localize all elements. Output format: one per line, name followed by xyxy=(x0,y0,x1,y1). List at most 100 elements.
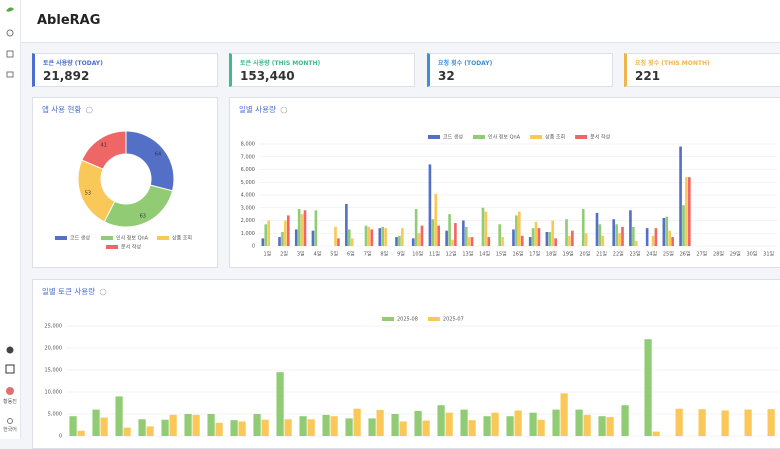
pie-slice xyxy=(125,130,175,192)
bar xyxy=(261,419,269,436)
bar xyxy=(445,412,453,436)
bar xyxy=(685,177,688,246)
bar xyxy=(537,228,541,246)
x-tick-label: 9일 xyxy=(397,251,405,258)
bar xyxy=(207,414,215,436)
legend-swatch xyxy=(473,135,485,139)
x-tick-label: 26일 xyxy=(680,251,691,258)
bar xyxy=(434,193,438,246)
bar xyxy=(297,209,301,246)
bar xyxy=(467,237,471,246)
legend-swatch xyxy=(55,236,67,240)
bar xyxy=(276,372,284,436)
x-tick-label: 1일 xyxy=(263,251,271,258)
bar xyxy=(531,228,535,246)
legend-swatch xyxy=(427,317,440,321)
x-tick-label: 27일 xyxy=(696,251,707,258)
y-tick-label: 10,000 xyxy=(45,390,63,396)
bar xyxy=(414,410,422,436)
bar xyxy=(675,408,683,436)
bar xyxy=(367,226,371,246)
y-tick-label: 0 xyxy=(252,244,255,250)
bar xyxy=(537,419,545,436)
bar xyxy=(294,229,298,246)
panel-title: 앱 사용 현황 xyxy=(42,104,81,114)
x-tick-label: 4일 xyxy=(314,251,322,258)
bar xyxy=(554,238,557,246)
help-icon xyxy=(99,288,107,296)
pie-slice xyxy=(81,130,127,170)
stat-label: 토큰 사용량 (THIS MONTH) xyxy=(240,60,321,67)
bar xyxy=(437,405,445,436)
bar xyxy=(437,225,441,246)
user-name[interactable]: 황동진 xyxy=(3,399,17,405)
bar xyxy=(571,230,574,246)
bar xyxy=(299,416,307,436)
x-tick-label: 12일 xyxy=(446,251,457,258)
bar xyxy=(491,412,499,436)
x-tick-label: 7일 xyxy=(364,251,372,258)
bar xyxy=(529,412,537,436)
legend-swatch xyxy=(382,317,394,321)
legend-label: 상품 조회 xyxy=(172,235,192,242)
bar xyxy=(506,416,514,436)
legend-label: 상품 조회 xyxy=(545,134,565,141)
x-tick-label: 29일 xyxy=(730,251,741,258)
y-tick-label: 1,000 xyxy=(241,231,255,237)
stat-label: 요청 횟수 (THIS MONTH) xyxy=(635,60,710,67)
bar xyxy=(417,233,421,246)
bar xyxy=(370,229,374,246)
bar xyxy=(654,228,658,246)
bar xyxy=(364,225,368,246)
bar xyxy=(634,240,638,246)
bar xyxy=(688,177,691,246)
bar xyxy=(560,393,568,436)
legend-swatch xyxy=(106,245,118,249)
bar xyxy=(595,212,599,246)
bar xyxy=(552,409,560,436)
bar xyxy=(307,419,315,436)
bar xyxy=(481,207,485,246)
bar xyxy=(123,427,131,436)
x-tick-label: 3일 xyxy=(297,251,305,258)
bar xyxy=(612,219,616,246)
x-tick-label: 20일 xyxy=(579,251,590,258)
bar xyxy=(278,237,281,246)
bar xyxy=(484,211,488,246)
bar xyxy=(606,417,614,436)
bar xyxy=(601,235,605,246)
data-label: 53 xyxy=(85,190,91,196)
y-tick-label: 8,000 xyxy=(241,142,255,148)
bar xyxy=(422,420,430,436)
bar xyxy=(671,237,674,246)
bar xyxy=(468,420,476,436)
x-tick-label: 15일 xyxy=(496,251,507,258)
bar xyxy=(215,422,223,436)
language[interactable]: 한국어 xyxy=(3,427,17,433)
y-tick-label: 6,000 xyxy=(241,167,255,173)
bar xyxy=(100,417,108,436)
y-tick-label: 5,000 xyxy=(48,412,62,418)
bar xyxy=(322,414,330,436)
x-tick-label: 19일 xyxy=(563,251,574,258)
bar xyxy=(92,409,100,436)
panel: 일별 사용량 0 1,000 2,000 3,000 4,000 5,000 6,000 7,0… xyxy=(229,97,780,268)
bar xyxy=(314,210,318,246)
bar xyxy=(286,215,290,246)
logo[interactable]: AbleRAG xyxy=(37,13,101,28)
bar xyxy=(528,237,532,246)
legend-swatch xyxy=(101,236,113,240)
stat-label: 요청 횟수 (TODAY) xyxy=(438,60,493,67)
bar xyxy=(618,233,621,246)
bar xyxy=(581,209,585,246)
panel: 일별 토큰 사용량 0 5,000 10,000 15,000 20,000 25,000 2… xyxy=(32,279,780,449)
bar xyxy=(381,226,385,246)
bar xyxy=(460,409,468,436)
bar xyxy=(368,418,376,436)
y-tick-label: 5,000 xyxy=(241,180,255,186)
sidebar: 황동진 한국어 xyxy=(0,0,21,439)
bar xyxy=(192,414,200,436)
bar xyxy=(483,416,491,436)
